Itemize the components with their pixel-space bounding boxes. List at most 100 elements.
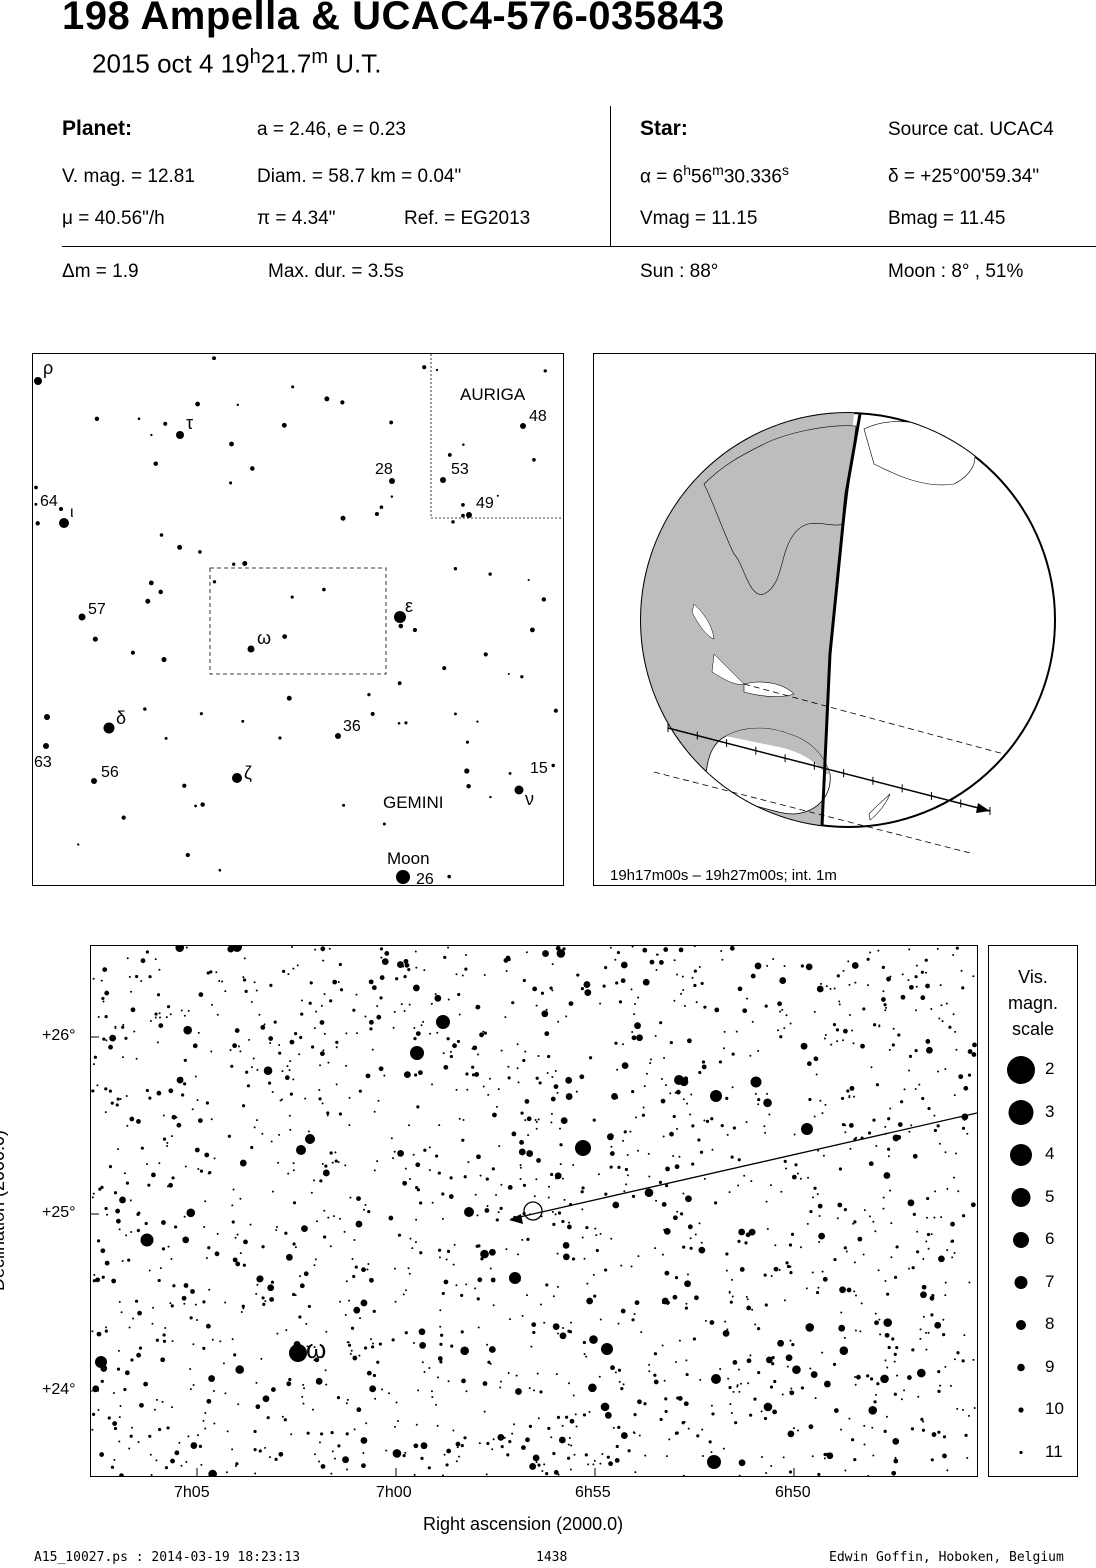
finder-star	[489, 795, 492, 799]
chart-star	[610, 1145, 613, 1148]
chart-star	[530, 1345, 533, 1348]
chart-star	[823, 1037, 826, 1040]
chart-star	[393, 1150, 396, 1153]
chart-star	[303, 1387, 306, 1390]
chart-star	[560, 1117, 568, 1124]
chart-star	[936, 947, 939, 950]
chart-star	[298, 1053, 301, 1056]
chart-star	[829, 987, 832, 990]
chart-star	[148, 1269, 151, 1272]
chart-star	[410, 1046, 424, 1060]
chart-star	[335, 1040, 339, 1044]
chart-star	[789, 1339, 792, 1342]
chart-star	[343, 1230, 346, 1233]
chart-star	[566, 1224, 572, 1230]
chart-star	[963, 1085, 969, 1091]
shadow-limit-south	[653, 771, 975, 855]
chart-star	[844, 1469, 847, 1472]
chart-star	[854, 981, 857, 984]
chart-star	[554, 1172, 562, 1180]
chart-star	[777, 1339, 784, 1347]
chart-star	[105, 1039, 108, 1042]
chart-star	[693, 983, 697, 988]
chart-star	[414, 1241, 417, 1244]
chart-star	[429, 1032, 432, 1035]
chart-star	[376, 1005, 379, 1008]
chart-star	[659, 1417, 663, 1422]
chart-star	[165, 1016, 168, 1019]
chart-star	[231, 1220, 235, 1224]
y-tick-label-26: +26°	[42, 1027, 76, 1044]
chart-star	[700, 1241, 703, 1244]
chart-star	[378, 1066, 384, 1072]
chart-star	[890, 1256, 893, 1259]
chart-star	[300, 1012, 304, 1016]
chart-star	[289, 1039, 295, 1045]
chart-star	[874, 1312, 877, 1315]
chart-star	[783, 1159, 787, 1164]
footer-author: Edwin Goffin, Hoboken, Belgium	[829, 1550, 1064, 1565]
chart-star	[875, 1145, 878, 1148]
chart-star	[148, 1096, 152, 1100]
chart-star	[255, 1292, 258, 1295]
chart-star	[322, 959, 325, 962]
chart-star	[862, 1007, 866, 1011]
chart-star	[843, 1246, 847, 1250]
chart-star	[942, 1453, 947, 1459]
chart-star	[411, 1247, 414, 1250]
chart-star	[91, 1412, 96, 1416]
chart-star	[348, 1096, 351, 1099]
chart-star	[961, 1214, 966, 1218]
chart-star	[786, 1365, 789, 1368]
chart-star	[475, 1244, 479, 1248]
chart-star	[441, 1291, 445, 1296]
chart-star	[622, 1139, 625, 1142]
chart-star	[621, 1062, 629, 1070]
chart-star	[658, 960, 664, 965]
chart-star	[370, 1345, 375, 1349]
chart-star	[720, 1124, 724, 1128]
chart-star	[515, 1374, 518, 1377]
chart-star	[381, 1388, 384, 1391]
finder-star	[514, 785, 524, 795]
chart-star	[956, 1351, 960, 1355]
chart-star	[934, 1321, 942, 1329]
chart-star	[738, 1390, 741, 1393]
chart-star	[365, 1422, 368, 1425]
chart-star	[783, 1027, 786, 1030]
chart-star	[672, 1154, 675, 1157]
chart-star	[164, 1466, 169, 1470]
chart-star	[926, 1232, 931, 1237]
chart-star	[231, 1204, 234, 1207]
chart-star	[225, 1471, 228, 1474]
chart-star	[698, 966, 701, 969]
chart-star	[278, 1133, 281, 1136]
chart-star	[205, 1257, 208, 1260]
chart-star	[376, 1160, 379, 1163]
finder-star	[389, 420, 394, 425]
chart-star	[344, 1164, 347, 1167]
chart-star	[604, 1268, 608, 1272]
chart-star	[973, 1406, 976, 1409]
finder-star	[176, 431, 184, 439]
chart-star	[573, 1453, 576, 1456]
chart-star	[529, 1463, 537, 1470]
chart-star	[663, 947, 669, 952]
chart-star	[474, 1287, 477, 1290]
chart-star	[620, 1387, 624, 1391]
chart-star	[685, 1372, 689, 1377]
chart-star	[876, 1382, 880, 1386]
chart-star	[558, 1127, 561, 1130]
chart-star	[197, 1118, 203, 1124]
chart-star	[306, 1431, 310, 1435]
chart-star	[408, 1003, 411, 1006]
chart-star	[584, 1453, 588, 1457]
chart-star	[686, 1102, 689, 1105]
chart-star	[478, 1442, 481, 1445]
chart-star	[612, 1201, 620, 1209]
chart-star	[428, 1169, 431, 1172]
chart-star	[440, 1333, 444, 1337]
chart-star	[614, 958, 617, 961]
chart-star	[118, 1228, 121, 1231]
chart-star	[355, 993, 358, 996]
